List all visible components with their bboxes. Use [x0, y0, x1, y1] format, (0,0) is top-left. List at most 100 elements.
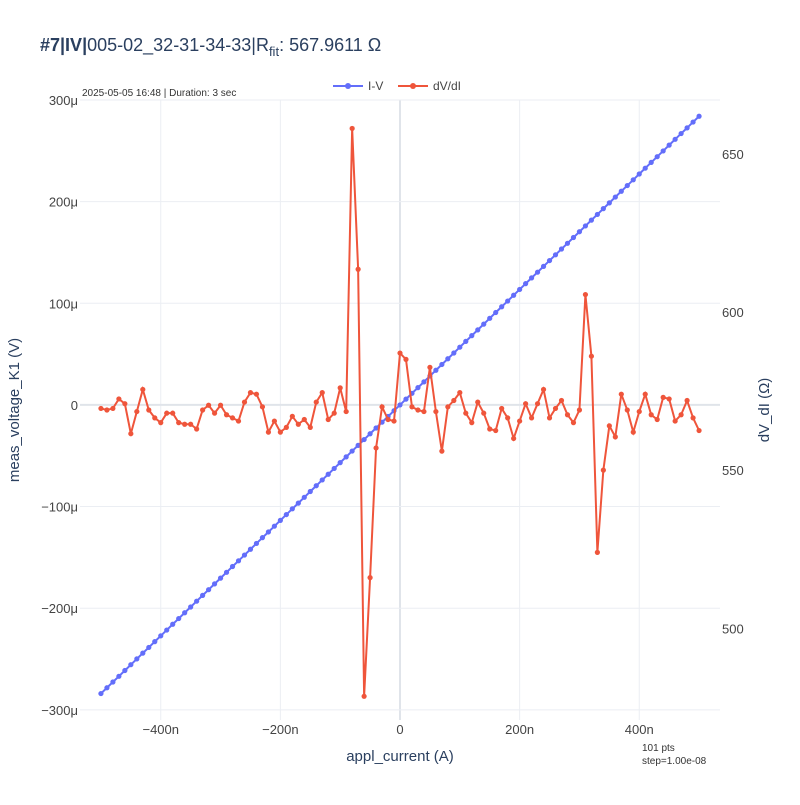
data-point-iv[interactable] — [134, 656, 140, 662]
data-point-iv[interactable] — [463, 338, 469, 344]
data-point-dvdi[interactable] — [666, 396, 672, 402]
data-point-dvdi[interactable] — [457, 390, 463, 396]
data-point-iv[interactable] — [211, 581, 218, 587]
data-point-dvdi[interactable] — [678, 412, 684, 418]
data-point-dvdi[interactable] — [158, 420, 164, 426]
data-point-dvdi[interactable] — [259, 404, 266, 410]
data-point-dvdi[interactable] — [319, 390, 325, 396]
data-point-iv[interactable] — [241, 552, 248, 558]
data-point-dvdi[interactable] — [206, 402, 212, 408]
data-point-dvdi[interactable] — [517, 418, 523, 424]
data-point-iv[interactable] — [672, 136, 678, 142]
data-point-dvdi[interactable] — [660, 394, 666, 400]
data-point-iv[interactable] — [684, 125, 690, 131]
data-point-dvdi[interactable] — [283, 424, 289, 430]
data-point-dvdi[interactable] — [241, 399, 248, 405]
data-point-iv[interactable] — [361, 436, 367, 443]
data-point-iv[interactable] — [116, 673, 122, 679]
data-point-dvdi[interactable] — [331, 410, 337, 416]
data-point-dvdi[interactable] — [481, 410, 487, 416]
data-point-dvdi[interactable] — [134, 408, 140, 415]
data-point-dvdi[interactable] — [355, 266, 361, 272]
data-point-iv[interactable] — [618, 188, 624, 194]
data-point-iv[interactable] — [331, 465, 337, 472]
data-point-dvdi[interactable] — [546, 415, 553, 421]
data-point-dvdi[interactable] — [200, 407, 206, 413]
data-point-dvdi[interactable] — [217, 402, 224, 408]
series-dvdi[interactable] — [98, 125, 702, 699]
data-point-iv[interactable] — [630, 177, 636, 183]
data-point-dvdi[interactable] — [307, 424, 313, 430]
data-point-dvdi[interactable] — [223, 412, 230, 418]
data-point-dvdi[interactable] — [164, 410, 170, 416]
data-point-iv[interactable] — [469, 333, 475, 339]
data-point-dvdi[interactable] — [116, 396, 122, 402]
data-point-dvdi[interactable] — [415, 407, 421, 413]
data-point-dvdi[interactable] — [445, 404, 451, 410]
data-point-iv[interactable] — [612, 194, 618, 200]
data-point-iv[interactable] — [558, 246, 565, 252]
data-point-dvdi[interactable] — [451, 397, 457, 404]
data-layer[interactable] — [98, 113, 702, 699]
legend[interactable]: I-V dV/dI — [333, 79, 461, 93]
data-point-iv[interactable] — [552, 252, 559, 258]
data-point-dvdi[interactable] — [391, 418, 397, 424]
data-point-dvdi[interactable] — [612, 434, 618, 440]
data-point-iv[interactable] — [367, 431, 373, 437]
data-point-iv[interactable] — [582, 223, 589, 229]
data-point-iv[interactable] — [164, 627, 170, 633]
data-point-dvdi[interactable] — [636, 408, 642, 415]
data-point-iv[interactable] — [253, 540, 260, 547]
data-point-dvdi[interactable] — [690, 415, 696, 421]
data-point-iv[interactable] — [182, 610, 188, 616]
data-point-iv[interactable] — [487, 315, 493, 321]
data-point-dvdi[interactable] — [505, 415, 511, 421]
data-point-dvdi[interactable] — [582, 291, 589, 298]
data-point-iv[interactable] — [98, 690, 104, 697]
data-point-iv[interactable] — [337, 460, 343, 466]
data-point-iv[interactable] — [505, 298, 511, 304]
data-point-dvdi[interactable] — [325, 416, 331, 423]
data-point-dvdi[interactable] — [140, 386, 146, 393]
data-point-iv[interactable] — [271, 523, 277, 529]
data-point-iv[interactable] — [546, 257, 553, 264]
data-point-dvdi[interactable] — [528, 415, 535, 421]
data-point-iv[interactable] — [690, 119, 696, 125]
data-point-dvdi[interactable] — [523, 401, 529, 407]
data-point-iv[interactable] — [660, 148, 666, 154]
data-point-iv[interactable] — [523, 281, 529, 287]
data-point-iv[interactable] — [313, 483, 319, 489]
data-point-dvdi[interactable] — [229, 415, 236, 421]
data-point-iv[interactable] — [265, 529, 272, 535]
data-point-iv[interactable] — [176, 615, 182, 622]
data-point-dvdi[interactable] — [337, 385, 343, 391]
data-point-iv[interactable] — [319, 477, 325, 483]
data-point-iv[interactable] — [277, 517, 283, 523]
data-point-iv[interactable] — [654, 154, 660, 160]
data-point-iv[interactable] — [451, 350, 457, 356]
data-point-dvdi[interactable] — [564, 412, 571, 418]
data-point-dvdi[interactable] — [570, 420, 577, 426]
data-point-dvdi[interactable] — [534, 401, 541, 407]
data-point-iv[interactable] — [511, 292, 517, 298]
data-point-iv[interactable] — [594, 211, 600, 218]
data-point-dvdi[interactable] — [642, 391, 648, 397]
data-point-iv[interactable] — [445, 356, 451, 362]
data-point-dvdi[interactable] — [421, 408, 427, 415]
data-point-iv[interactable] — [140, 650, 146, 656]
data-point-dvdi[interactable] — [349, 125, 355, 132]
data-point-iv[interactable] — [475, 327, 481, 333]
data-point-dvdi[interactable] — [379, 404, 385, 410]
data-point-dvdi[interactable] — [313, 399, 319, 405]
data-point-dvdi[interactable] — [624, 407, 630, 413]
data-point-iv[interactable] — [600, 206, 606, 212]
data-point-dvdi[interactable] — [235, 418, 242, 424]
data-point-iv[interactable] — [122, 667, 128, 674]
data-point-iv[interactable] — [570, 234, 577, 241]
data-point-iv[interactable] — [289, 506, 295, 512]
data-point-dvdi[interactable] — [182, 421, 188, 427]
data-point-iv[interactable] — [301, 494, 307, 500]
data-point-dvdi[interactable] — [253, 391, 260, 397]
data-point-dvdi[interactable] — [594, 549, 600, 555]
data-point-dvdi[interactable] — [277, 429, 283, 435]
